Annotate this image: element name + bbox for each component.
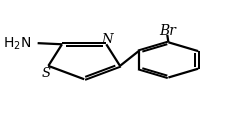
Text: S: S (42, 66, 51, 79)
Text: $\mathregular{H_2N}$: $\mathregular{H_2N}$ (3, 35, 31, 52)
Text: N: N (102, 32, 113, 45)
Text: Br: Br (159, 24, 176, 38)
